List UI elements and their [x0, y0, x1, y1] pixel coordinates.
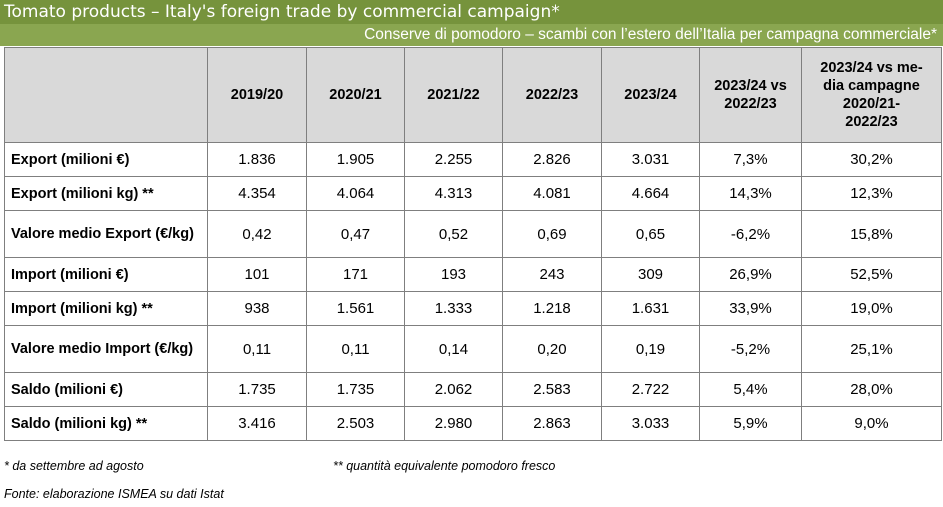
table-cell: 1.735	[306, 372, 405, 407]
trade-table: 2019/20 2020/21 2021/22 2022/23 2023/24 …	[4, 47, 942, 441]
table-cell: -5,2%	[699, 325, 802, 373]
table-cell: 0,20	[502, 325, 602, 373]
header-cell-2020-21: 2020/21	[306, 47, 405, 143]
table-row: Valore medio Import (€/kg) 0,11 0,11 0,1…	[4, 325, 942, 373]
table-cell: 101	[207, 257, 307, 292]
table-cell: 28,0%	[801, 372, 942, 407]
table-cell: 309	[601, 257, 700, 292]
table-cell: 7,3%	[699, 142, 802, 177]
table-cell: 0,11	[306, 325, 405, 373]
table-cell: 2.062	[404, 372, 503, 407]
table-row: Saldo (milioni €) 1.735 1.735 2.062 2.58…	[4, 372, 942, 407]
table-cell: 25,1%	[801, 325, 942, 373]
page-title: Tomato products – Italy's foreign trade …	[0, 0, 943, 24]
row-label: Valore medio Export (€/kg)	[4, 210, 208, 258]
table-cell: 1.333	[404, 291, 503, 326]
table-cell: 1.905	[306, 142, 405, 177]
table-cell: 938	[207, 291, 307, 326]
table-cell: 19,0%	[801, 291, 942, 326]
page-subtitle: Conserve di pomodoro – scambi con l’este…	[0, 24, 943, 46]
table-cell: 0,11	[207, 325, 307, 373]
table-cell: 0,65	[601, 210, 700, 258]
row-label: Import (milioni €)	[4, 257, 208, 292]
table-cell: 4.081	[502, 176, 602, 211]
table-cell: -6,2%	[699, 210, 802, 258]
table-cell: 2.722	[601, 372, 700, 407]
header-cell-change-vs-avg: 2023/24 vs me-dia campagne 2020/21-2022/…	[801, 47, 942, 143]
table-cell: 4.313	[404, 176, 503, 211]
header-cell-2019-20: 2019/20	[207, 47, 307, 143]
footnote-equivalent: ** quantità equivalente pomodoro fresco	[333, 459, 556, 473]
table-row: Export (milioni kg) ** 4.354 4.064 4.313…	[4, 176, 942, 211]
table-cell: 1.836	[207, 142, 307, 177]
row-label: Export (milioni kg) **	[4, 176, 208, 211]
table-cell: 2.863	[502, 406, 602, 441]
table-cell: 15,8%	[801, 210, 942, 258]
table-cell: 30,2%	[801, 142, 942, 177]
row-label: Import (milioni kg) **	[4, 291, 208, 326]
table-cell: 0,42	[207, 210, 307, 258]
table-cell: 0,19	[601, 325, 700, 373]
row-label: Export (milioni €)	[4, 142, 208, 177]
table-cell: 12,3%	[801, 176, 942, 211]
table-cell: 2.503	[306, 406, 405, 441]
table-cell: 4.354	[207, 176, 307, 211]
footnote-season: * da settembre ad agosto	[4, 459, 144, 473]
row-label: Saldo (milioni €)	[4, 372, 208, 407]
table-cell: 2.255	[404, 142, 503, 177]
table-cell: 193	[404, 257, 503, 292]
table-cell: 3.031	[601, 142, 700, 177]
table-cell: 9,0%	[801, 406, 942, 441]
table-cell: 33,9%	[699, 291, 802, 326]
table-cell: 52,5%	[801, 257, 942, 292]
table-cell: 26,9%	[699, 257, 802, 292]
table-row: Import (milioni kg) ** 938 1.561 1.333 1…	[4, 291, 942, 326]
table-cell: 14,3%	[699, 176, 802, 211]
table-cell: 1.735	[207, 372, 307, 407]
table-cell: 171	[306, 257, 405, 292]
table-cell: 1.561	[306, 291, 405, 326]
table-row: Valore medio Export (€/kg) 0,42 0,47 0,5…	[4, 210, 942, 258]
source-note: Fonte: elaborazione ISMEA su dati Istat	[4, 487, 224, 501]
table-cell: 5,9%	[699, 406, 802, 441]
header-cell-2023-24: 2023/24	[601, 47, 700, 143]
table-cell: 1.218	[502, 291, 602, 326]
table-cell: 2.583	[502, 372, 602, 407]
table-cell: 4.664	[601, 176, 700, 211]
table-cell: 2.980	[404, 406, 503, 441]
row-label: Saldo (milioni kg) **	[4, 406, 208, 441]
table-cell: 0,52	[404, 210, 503, 258]
table-cell: 2.826	[502, 142, 602, 177]
table-row: Import (milioni €) 101 171 193 243 309 2…	[4, 257, 942, 292]
table-row: Export (milioni €) 1.836 1.905 2.255 2.8…	[4, 142, 942, 177]
table-cell: 0,69	[502, 210, 602, 258]
row-label: Valore medio Import (€/kg)	[4, 325, 208, 373]
header-cell-2022-23: 2022/23	[502, 47, 602, 143]
table-cell: 243	[502, 257, 602, 292]
table-cell: 0,14	[404, 325, 503, 373]
table-row: Saldo (milioni kg) ** 3.416 2.503 2.980 …	[4, 406, 942, 441]
table-cell: 4.064	[306, 176, 405, 211]
table-cell: 0,47	[306, 210, 405, 258]
header-cell-label	[4, 47, 208, 143]
header-cell-2021-22: 2021/22	[404, 47, 503, 143]
table-cell: 3.033	[601, 406, 700, 441]
table-header-row: 2019/20 2020/21 2021/22 2022/23 2023/24 …	[4, 47, 942, 143]
header-cell-change-vs-prev: 2023/24 vs 2022/23	[699, 47, 802, 143]
table-cell: 5,4%	[699, 372, 802, 407]
table-cell: 1.631	[601, 291, 700, 326]
table-cell: 3.416	[207, 406, 307, 441]
